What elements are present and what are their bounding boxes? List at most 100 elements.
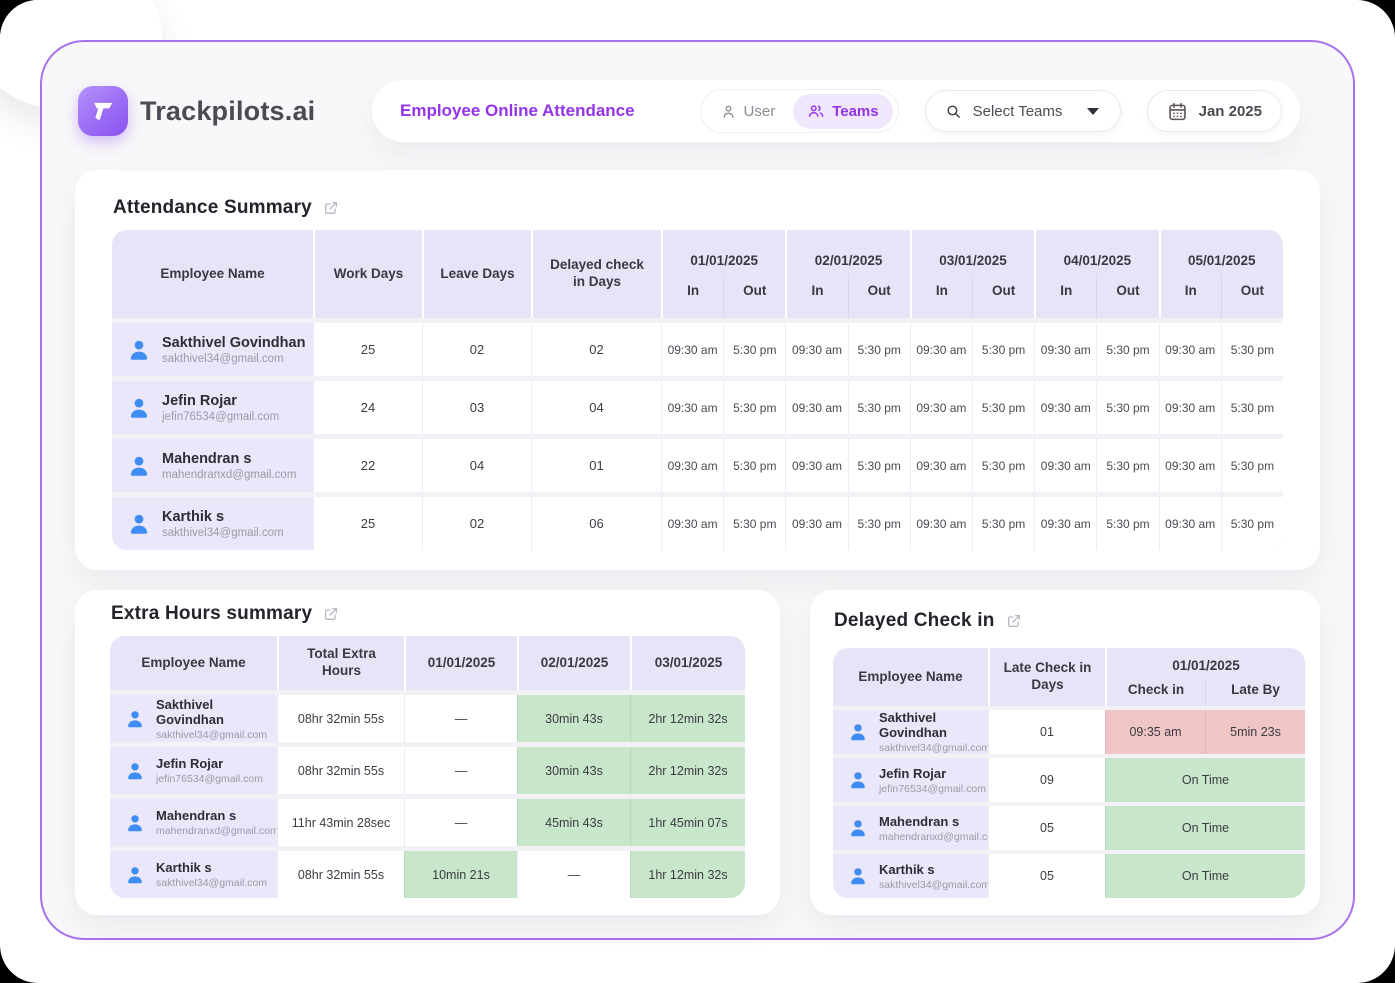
- employee-email: mahendranxd@gmail.com: [156, 825, 279, 837]
- col-date-2: 02/01/2025: [517, 636, 630, 690]
- table-row: Jefin Rojar jefin76534@gmail.com 08hr 32m…: [110, 747, 745, 794]
- col-date: 01/01/2025: [1105, 648, 1305, 677]
- work-days-value: 24: [313, 381, 422, 434]
- time-out: 5:30 pm: [1220, 381, 1283, 434]
- time-in: 09:30 am: [661, 381, 724, 434]
- col-date-1: 01/01/2025: [404, 636, 517, 690]
- work-days-value: 25: [313, 497, 422, 550]
- employee-email: sakthivel34@gmail.com: [879, 878, 991, 891]
- employee-cell: Mahendran s mahendranxd@gmail.com: [112, 439, 313, 492]
- col-out: Out: [972, 274, 1035, 318]
- employee-cell: Karthik s sakthivel34@gmail.com: [112, 497, 313, 550]
- employee-cell: Sakthivel Govindhan sakthivel34@gmail.com: [112, 323, 313, 376]
- employee-cell: Karthik s sakthivel34@gmail.com: [110, 851, 277, 898]
- time-out: 5:30 pm: [847, 381, 910, 434]
- brand-logo: [78, 86, 128, 136]
- table-row: Mahendran s mahendranxd@gmail.com 11hr 43…: [110, 799, 745, 846]
- date-filter[interactable]: Jan 2025: [1146, 90, 1282, 132]
- time-in: 09:30 am: [1034, 439, 1097, 492]
- col-late-checkin-days: Late Check in Days: [988, 648, 1105, 706]
- table-row: Sakthivel Govindhan sakthivel34@gmail.com…: [112, 323, 1283, 376]
- delayed-checkin-table: Employee Name Late Check in Days 01/01/2…: [833, 648, 1305, 898]
- extra-hours-value: —: [517, 851, 630, 898]
- time-in: 09:30 am: [1034, 323, 1097, 376]
- col-date-4: 04/01/2025: [1034, 230, 1159, 274]
- time-out: 5:30 pm: [1220, 439, 1283, 492]
- table-row: Karthik s sakthivel34@gmail.com 05 On Tim…: [833, 854, 1305, 898]
- total-extra-hours-value: 11hr 43min 28sec: [277, 799, 404, 846]
- total-extra-hours-value: 08hr 32min 55s: [277, 851, 404, 898]
- col-out: Out: [847, 274, 910, 318]
- extra-hours-table: Employee Name Total Extra Hours 01/01/20…: [110, 636, 745, 898]
- time-out: 5:30 pm: [1096, 439, 1159, 492]
- time-out: 5:30 pm: [1096, 497, 1159, 550]
- attendance-summary-card: Attendance Summary Employee Name Work Da…: [75, 170, 1320, 570]
- time-out: 5:30 pm: [1220, 497, 1283, 550]
- toggle-teams[interactable]: Teams: [793, 93, 893, 129]
- avatar-icon: [851, 724, 865, 741]
- table-row: Sakthivel Govindhan sakthivel34@gmail.com…: [833, 710, 1305, 754]
- late-days-value: 09: [988, 758, 1105, 802]
- table-row: Mahendran s mahendranxd@gmail.com 05 On T…: [833, 806, 1305, 850]
- col-employee-name: Employee Name: [112, 230, 313, 318]
- employee-name: Karthik s: [156, 860, 212, 875]
- time-out: 5:30 pm: [723, 439, 786, 492]
- late-days-value: 01: [988, 710, 1105, 754]
- col-date-5: 05/01/2025: [1158, 230, 1283, 274]
- calendar-icon: [1168, 102, 1186, 120]
- employee-email: sakthivel34@gmail.com: [162, 526, 284, 539]
- time-in: 09:30 am: [661, 323, 724, 376]
- delayed-checkin-table-header: Employee Name Late Check in Days 01/01/2…: [833, 648, 1305, 706]
- delayed-checkin-title: Delayed Check in: [834, 610, 995, 631]
- time-out: 5:30 pm: [972, 323, 1035, 376]
- time-in: 09:30 am: [661, 439, 724, 492]
- time-in: 09:30 am: [785, 439, 848, 492]
- header-bar: Employee Online Attendance User Teams: [372, 80, 1300, 142]
- late-by-value: 5min 23s: [1205, 710, 1305, 754]
- avatar-icon: [851, 772, 865, 789]
- avatar-icon: [128, 710, 142, 727]
- table-row: Jefin Rojar jefin76534@gmail.com 24 03 04…: [112, 381, 1283, 434]
- external-link-icon[interactable]: [323, 606, 339, 622]
- extra-hours-title: Extra Hours summary: [111, 603, 313, 624]
- extra-hours-card: Extra Hours summary Employee Name Total …: [75, 590, 780, 915]
- employee-name: Mahendran s: [156, 808, 237, 823]
- extra-hours-value: 45min 43s: [517, 799, 630, 846]
- time-out: 5:30 pm: [847, 323, 910, 376]
- avatar-icon: [128, 866, 142, 883]
- extra-hours-table-body: Sakthivel Govindhan sakthivel34@gmail.com…: [110, 695, 745, 898]
- external-link-icon[interactable]: [323, 200, 339, 216]
- time-out: 5:30 pm: [972, 439, 1035, 492]
- toggle-user[interactable]: User: [706, 94, 790, 129]
- teams-icon: [809, 105, 824, 117]
- employee-cell: Karthik s sakthivel34@gmail.com: [833, 854, 991, 898]
- employee-email: sakthivel34@gmail.com: [156, 728, 268, 741]
- external-link-icon[interactable]: [1006, 613, 1022, 629]
- time-out: 5:30 pm: [972, 381, 1035, 434]
- leave-days-value: 02: [422, 323, 531, 376]
- col-check-in: Check in: [1105, 677, 1205, 706]
- employee-cell: Jefin Rojar jefin76534@gmail.com: [110, 747, 277, 794]
- time-out: 5:30 pm: [723, 381, 786, 434]
- time-in: 09:30 am: [1158, 497, 1221, 550]
- select-teams-label: Select Teams: [972, 102, 1063, 120]
- extra-hours-value: —: [404, 695, 517, 742]
- employee-cell: Sakthivel Govindhan sakthivel34@gmail.com: [110, 695, 277, 742]
- employee-name: Sakthivel Govindhan: [879, 710, 947, 740]
- col-date-2: 02/01/2025: [785, 230, 910, 274]
- avatar-icon: [130, 456, 148, 476]
- leave-days-value: 04: [422, 439, 531, 492]
- attendance-table-body: Sakthivel Govindhan sakthivel34@gmail.com…: [112, 323, 1283, 550]
- employee-cell: Mahendran s mahendranxd@gmail.com: [833, 806, 1002, 850]
- extra-hours-value: 1hr 45min 07s: [630, 799, 745, 846]
- attendance-summary-title: Attendance Summary: [113, 197, 312, 218]
- col-date-1: 01/01/2025: [661, 230, 786, 274]
- time-out: 5:30 pm: [1220, 323, 1283, 376]
- employee-email: sakthivel34@gmail.com: [156, 877, 268, 889]
- time-in: 09:30 am: [909, 323, 972, 376]
- avatar-icon: [130, 398, 148, 418]
- employee-name: Jefin Rojar: [879, 765, 947, 781]
- avatar-icon: [128, 814, 142, 831]
- time-in: 09:30 am: [1034, 497, 1097, 550]
- select-teams-dropdown[interactable]: Select Teams: [924, 90, 1121, 132]
